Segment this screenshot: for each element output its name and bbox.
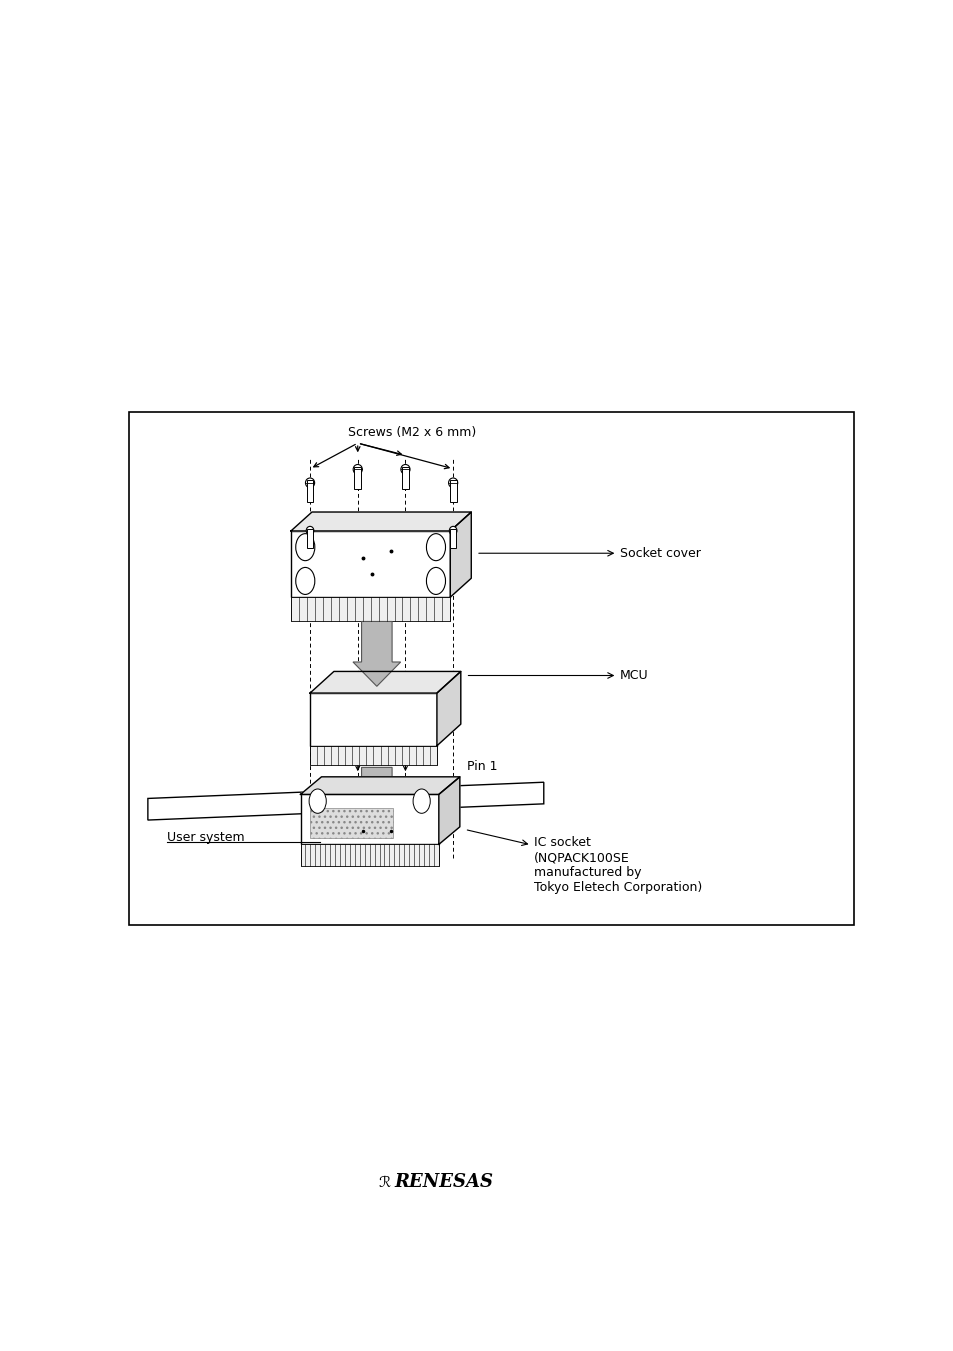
Polygon shape [291,512,471,531]
Bar [449,481,456,503]
Polygon shape [300,777,459,794]
Polygon shape [148,782,543,820]
Circle shape [426,567,445,594]
Text: Pin 1: Pin 1 [467,759,497,773]
Text: IC socket
(NQPACK100SE
manufactured by
Tokyo Eletech Corporation): IC socket (NQPACK100SE manufactured by T… [467,830,701,894]
Circle shape [295,534,314,561]
Bar [306,481,314,503]
Circle shape [426,534,445,561]
Bar [310,746,436,765]
Bar [307,528,313,549]
Bar [310,693,436,746]
Bar [300,794,438,844]
Ellipse shape [305,478,314,488]
Ellipse shape [448,478,457,488]
Text: MCU: MCU [468,669,648,682]
Polygon shape [438,777,459,844]
Circle shape [295,567,314,594]
Text: Socket cover: Socket cover [478,547,700,559]
Bar [310,808,393,838]
Polygon shape [310,671,460,693]
Ellipse shape [306,527,314,535]
Bar [354,467,361,489]
FancyArrow shape [353,621,400,686]
Polygon shape [436,671,460,746]
Circle shape [309,789,326,813]
Bar [291,597,450,621]
Circle shape [413,789,430,813]
Text: User system: User system [167,831,244,844]
Ellipse shape [400,465,410,474]
Bar [450,528,456,549]
Text: Screws (M2 x 6 mm): Screws (M2 x 6 mm) [348,426,476,439]
Bar [300,844,438,866]
Text: RENESAS: RENESAS [394,1173,493,1192]
Ellipse shape [353,465,362,474]
Bar [291,531,450,597]
FancyArrow shape [353,767,400,832]
Ellipse shape [449,527,456,535]
Bar [129,412,853,925]
Polygon shape [450,512,471,597]
Text: ℛ: ℛ [378,1174,390,1190]
Bar [401,467,409,489]
